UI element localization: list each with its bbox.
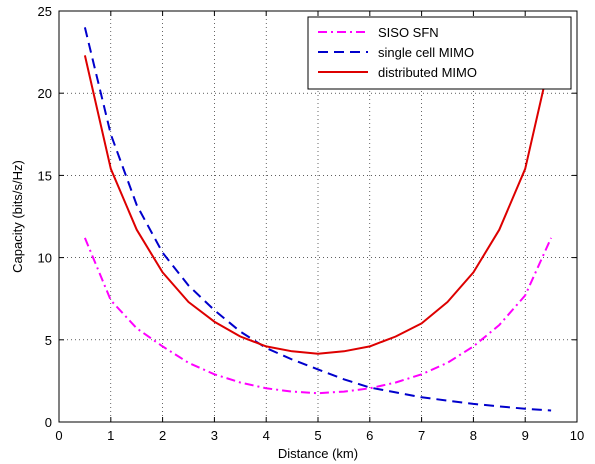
x-tick-label: 7	[418, 428, 425, 443]
series-lines	[83, 27, 553, 412]
series-line-2	[83, 27, 552, 412]
x-axis-label: Distance (km)	[278, 446, 358, 461]
y-tick-label: 0	[45, 415, 52, 430]
y-tick-label: 15	[38, 168, 52, 183]
x-tick-label: 3	[211, 428, 218, 443]
series-line-1	[83, 237, 553, 395]
x-tick-label: 2	[159, 428, 166, 443]
legend-label-2: single cell MIMO	[378, 45, 474, 60]
y-axis-label: Capacity (bits/s/Hz)	[10, 160, 25, 273]
x-tick-label: 9	[522, 428, 529, 443]
x-tick-label: 0	[55, 428, 62, 443]
series-line-3	[83, 55, 553, 355]
x-tick-label: 5	[314, 428, 321, 443]
x-tick-label: 8	[470, 428, 477, 443]
y-tick-label: 10	[38, 251, 52, 266]
legend-label-3: distributed MIMO	[378, 65, 477, 80]
axis-ticks: 0 1 2 3 4 5 6 7 8 9 10 0 5 10 15 20 25	[38, 4, 585, 443]
y-tick-label: 25	[38, 4, 52, 19]
x-tick-label: 4	[263, 428, 270, 443]
legend-label-1: SISO SFN	[378, 25, 439, 40]
legend: SISO SFN single cell MIMO distributed MIMO	[307, 16, 572, 90]
y-tick-label: 20	[38, 86, 52, 101]
y-tick-label: 5	[45, 333, 52, 348]
x-tick-label: 6	[366, 428, 373, 443]
x-tick-label: 1	[107, 428, 114, 443]
x-tick-label: 10	[570, 428, 584, 443]
